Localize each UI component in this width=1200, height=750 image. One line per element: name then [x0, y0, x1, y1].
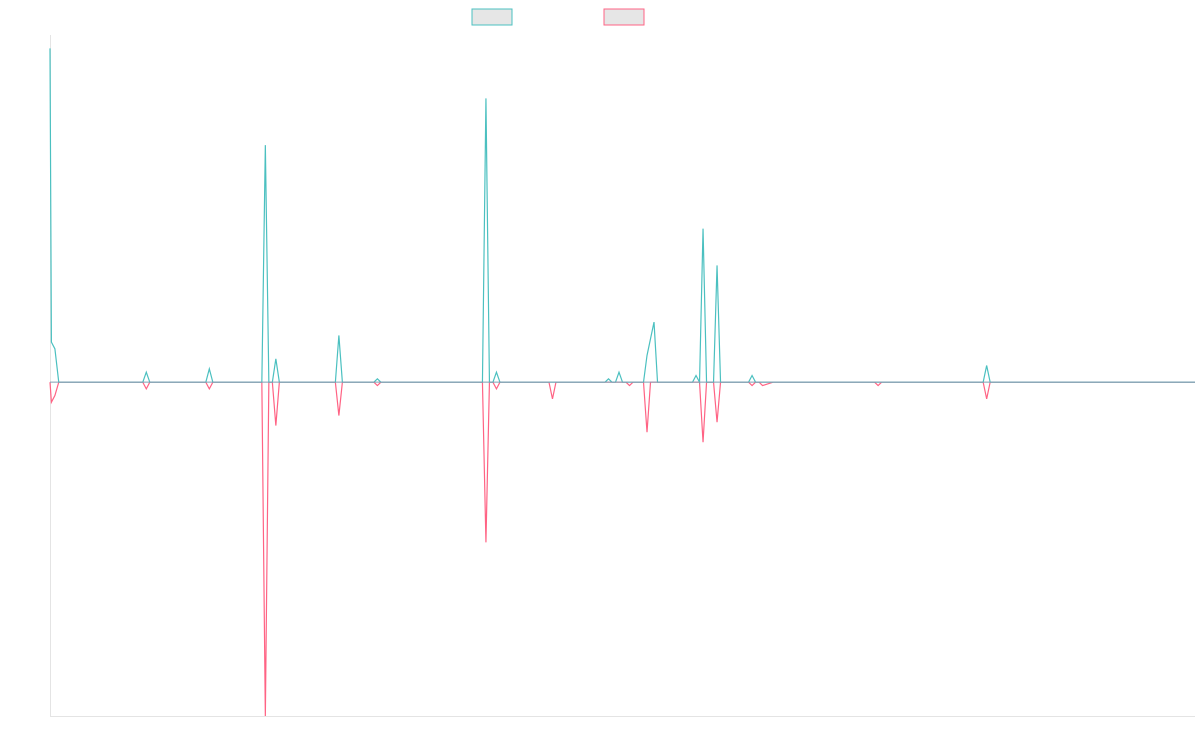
series-line-1	[49, 48, 1195, 385]
legend[interactable]	[471, 8, 645, 26]
legend-swatch-series-2[interactable]	[603, 8, 645, 26]
series-line-2	[49, 381, 1195, 717]
legend-swatch-series-1[interactable]	[471, 8, 513, 26]
